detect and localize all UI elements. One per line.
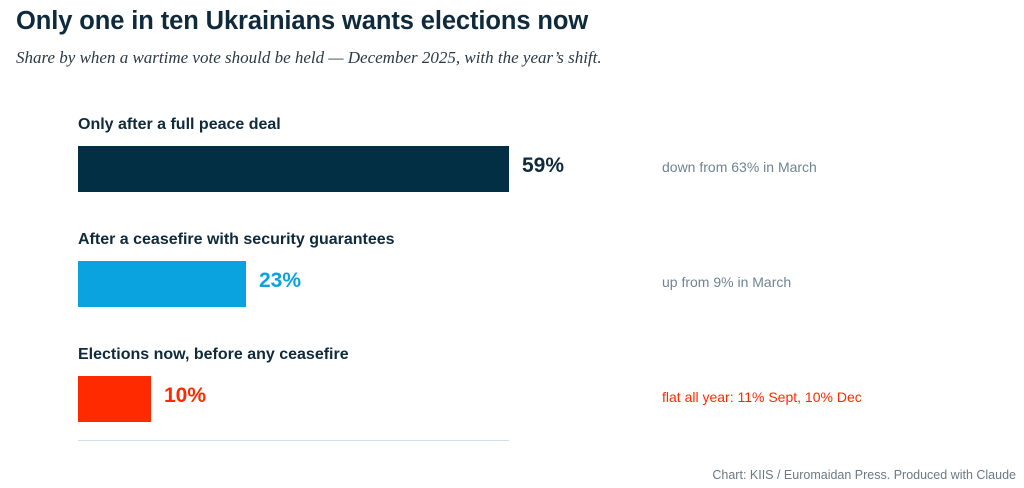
value-label: 10%	[164, 384, 207, 407]
baseline-rule	[78, 440, 509, 441]
chart-title: Only one in ten Ukrainians wants electio…	[16, 7, 589, 35]
category-label: Elections now, before any ceasefire	[78, 346, 349, 363]
source-note: Chart: KIIS / Euromaidan Press. Produced…	[712, 468, 1016, 482]
value-label: 59%	[522, 154, 565, 177]
value-label: 23%	[259, 269, 302, 292]
bar	[78, 376, 151, 422]
category-label: Only after a full peace deal	[78, 116, 281, 133]
change-note: up from 9% in March	[662, 274, 792, 290]
chart-subtitle: Share by when a wartime vote should be h…	[16, 48, 602, 67]
change-note: down from 63% in March	[662, 159, 817, 175]
bar	[78, 146, 509, 192]
change-note: flat all year: 11% Sept, 10% Dec	[662, 389, 862, 405]
bar	[78, 261, 246, 307]
category-label: After a ceasefire with security guarante…	[78, 231, 395, 248]
